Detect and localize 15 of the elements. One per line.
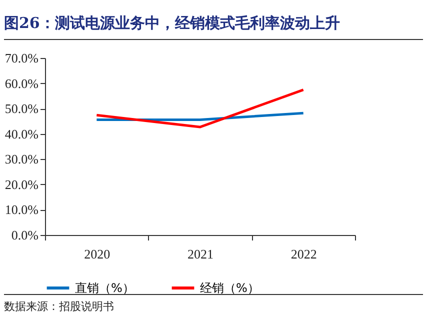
y-tick-label: 30.0% [4,152,39,167]
y-tick-label: 70.0% [4,50,39,66]
x-tick-label: 2022 [290,246,317,262]
chart-title: 图26：测试电源业务中，经销模式毛利率波动上升 [4,14,423,40]
x-tick-label: 2021 [188,246,214,262]
y-tick-label: 20.0% [4,176,39,192]
y-tick-label: 10.0% [4,202,39,218]
source-note: 数据来源：招股说明书 [4,294,423,314]
legend-label: 经销（%） [200,281,260,295]
y-tick-label: 0.0% [11,228,39,242]
y-tick-label: 50.0% [4,101,39,116]
y-tick-label: 40.0% [4,126,39,142]
x-tick-label: 2020 [84,246,110,262]
y-tick-label: 60.0% [4,76,39,91]
legend-label: 直销（%） [75,281,134,295]
